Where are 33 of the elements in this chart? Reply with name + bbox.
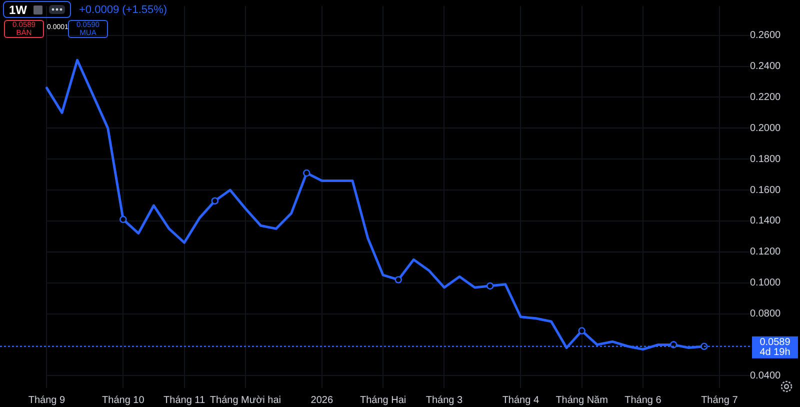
ref-line-label: 0.0589 bbox=[760, 337, 791, 348]
x-tick-label: Tháng 7 bbox=[701, 394, 738, 406]
y-tick-label: 0.2200 bbox=[750, 92, 782, 103]
x-tick-label: Tháng 9 bbox=[28, 394, 66, 406]
x-tick-label: Tháng 6 bbox=[624, 394, 662, 406]
y-tick-label: 0.1800 bbox=[750, 154, 782, 165]
point bbox=[211, 197, 219, 205]
chart-title: 1W bbox=[9, 2, 27, 16]
y-tick-label: 0.2000 bbox=[750, 122, 782, 134]
x-tick-label: Tháng Mười hai bbox=[210, 394, 281, 406]
y-tick-label: 0.1000 bbox=[750, 278, 782, 289]
y-tick-label: 0.0400 bbox=[750, 370, 782, 382]
point bbox=[394, 276, 402, 284]
x-tick-label: Tháng 4 bbox=[502, 394, 540, 406]
x-tick-label: Tháng 10 bbox=[102, 394, 145, 406]
point bbox=[302, 169, 310, 177]
y-tick-label: 0.2600 bbox=[750, 30, 782, 42]
chart-subtitle: +0.0009 (+1.55%) bbox=[79, 4, 168, 16]
point bbox=[486, 282, 494, 290]
y-tick-label: 0.2400 bbox=[750, 61, 782, 72]
point bbox=[119, 216, 127, 224]
y-tick-label: 0.1600 bbox=[750, 184, 782, 196]
y-tick-label: 0.1200 bbox=[750, 246, 782, 258]
y-tick-label: 0.1400 bbox=[750, 216, 782, 227]
x-tick-label: Tháng 11 bbox=[164, 394, 206, 406]
x-tick-label: 2026 bbox=[310, 394, 334, 406]
x-tick-label: Tháng 3 bbox=[426, 394, 463, 406]
text: 4d 19h bbox=[760, 347, 790, 358]
point bbox=[578, 327, 586, 334]
x-tick-label: Tháng Hai bbox=[360, 394, 406, 406]
point bbox=[670, 341, 678, 348]
x-tick-label: Tháng Năm bbox=[556, 394, 608, 406]
y-tick-label: 0.0800 bbox=[750, 308, 782, 320]
